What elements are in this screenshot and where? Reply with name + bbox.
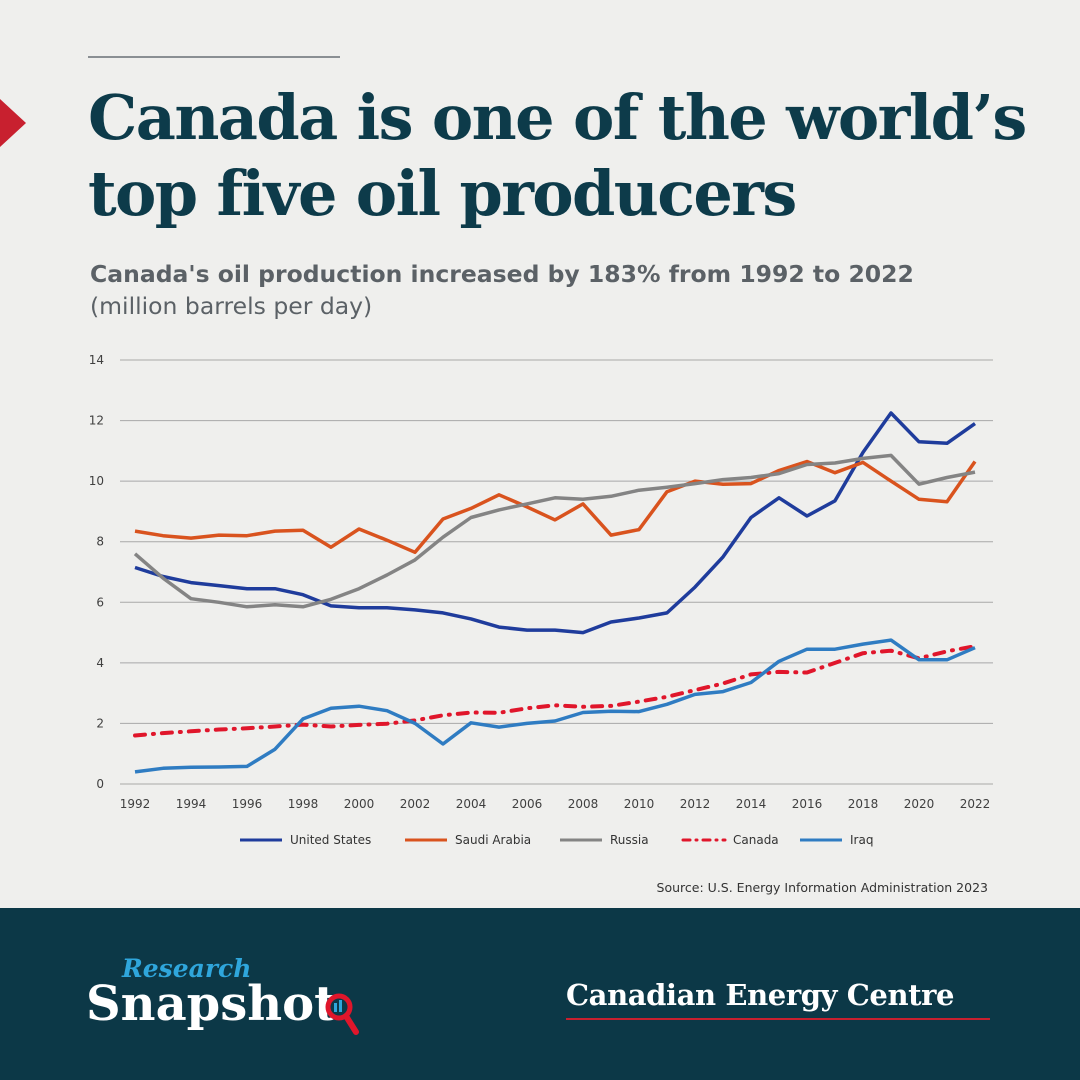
- chart-subtitle: Canada's oil production increased by 183…: [90, 260, 914, 288]
- legend-label-saudi-arabia: Saudi Arabia: [455, 833, 531, 847]
- unit-note: (million barrels per day): [90, 292, 373, 320]
- y-tick-label: 6: [96, 595, 104, 609]
- top-rule: [88, 56, 340, 58]
- org-underline: [566, 1018, 990, 1020]
- series-line-canada: [133, 644, 977, 738]
- x-tick-label: 2006: [512, 797, 543, 811]
- x-tick-label: 2018: [848, 797, 879, 811]
- x-tick-label: 1994: [176, 797, 207, 811]
- y-tick-label: 8: [96, 535, 104, 549]
- x-tick-label: 2004: [456, 797, 487, 811]
- x-tick-label: 2020: [904, 797, 935, 811]
- logo-research-text: Research: [122, 954, 252, 983]
- legend-label-canada: Canada: [733, 833, 779, 847]
- x-tick-label: 2016: [792, 797, 823, 811]
- x-tick-label: 1992: [120, 797, 151, 811]
- magnifier-icon: [325, 993, 359, 1035]
- series-line-iraq: [134, 638, 976, 774]
- series-line-russia: [133, 453, 976, 609]
- x-tick-label: 1998: [288, 797, 319, 811]
- oil-production-chart: 0 2 4 6 8 10 12 14 1992 1994 1996 1998 2000 2002 2004 2…: [89, 353, 993, 847]
- y-tick-label: 14: [89, 353, 104, 367]
- y-tick-label: 10: [89, 474, 104, 488]
- x-tick-label: 2014: [736, 797, 767, 811]
- y-tick-label: 12: [89, 414, 104, 428]
- logo-snapshot-text: Snapshot: [86, 976, 337, 1032]
- page-title: Canada is one of the world’s top five oi…: [88, 81, 1027, 230]
- x-tick-label: 2002: [400, 797, 431, 811]
- legend-label-russia: Russia: [610, 833, 649, 847]
- x-tick-label: 2010: [624, 797, 655, 811]
- series-line-united-states: [134, 411, 977, 635]
- x-tick-label: 1996: [232, 797, 263, 811]
- legend-label-united-states: United States: [290, 833, 371, 847]
- x-tick-label: 2008: [568, 797, 599, 811]
- y-tick-label: 2: [96, 716, 104, 730]
- source-note: Source: U.S. Energy Information Administ…: [656, 880, 988, 895]
- red-arrow-marker: [0, 99, 26, 147]
- legend-label-iraq: Iraq: [850, 833, 873, 847]
- footer-bar: Research Snapshot Canadian Energy Centre: [0, 908, 1080, 1080]
- subtitle-block: Canada's oil production increased by 183…: [90, 258, 1050, 322]
- x-tick-label: 2000: [344, 797, 375, 811]
- y-tick-label: 4: [96, 656, 104, 670]
- y-tick-label: 0: [96, 777, 104, 791]
- org-name: Canadian Energy Centre: [566, 978, 955, 1012]
- x-tick-label: 2022: [960, 797, 991, 811]
- series-line-saudi-arabia: [134, 459, 977, 555]
- x-tick-label: 2012: [680, 797, 711, 811]
